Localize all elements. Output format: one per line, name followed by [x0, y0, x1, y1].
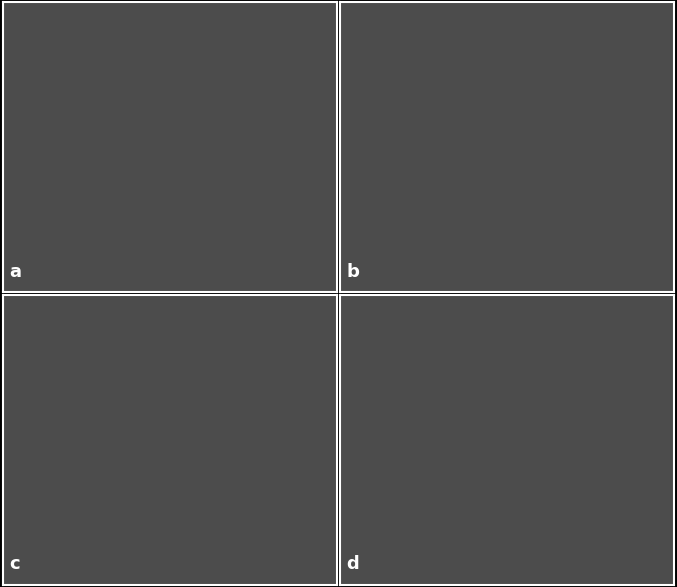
Text: a: a — [9, 263, 22, 281]
Text: b: b — [347, 263, 359, 281]
Text: d: d — [347, 555, 359, 573]
Text: c: c — [9, 555, 20, 573]
